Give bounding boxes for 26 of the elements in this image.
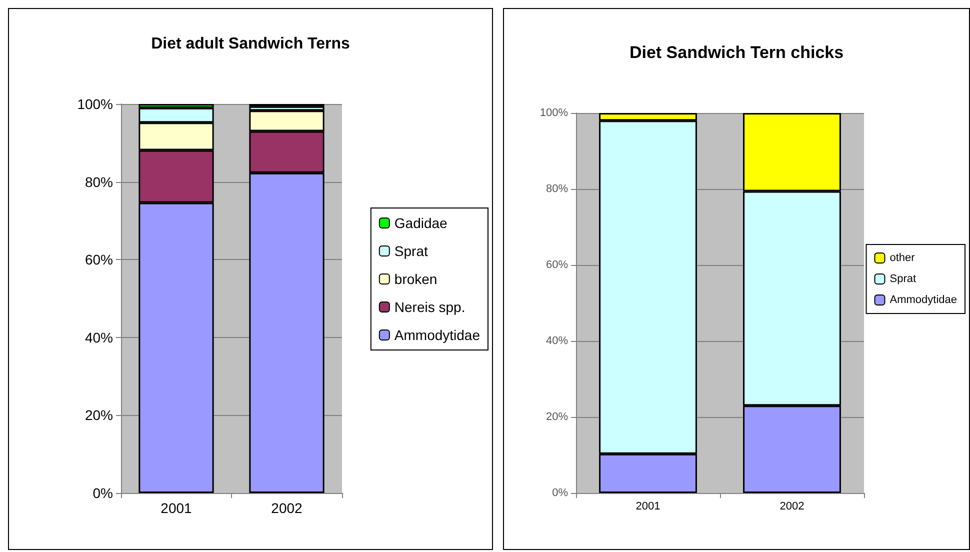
y-tick-label: 100% [77,96,113,112]
y-tick-label: 60% [84,252,113,268]
y-tick-label: 60% [546,259,568,271]
legend-label: Ammodytidae [890,294,958,306]
legend-label: Gadidae [394,215,448,231]
y-tick-label: 20% [546,411,568,423]
legend-label: Ammodytidae [394,327,480,343]
y-tick-label: 20% [84,407,113,424]
chart-title: Diet Sandwich Tern chicks [629,43,844,62]
legend-label: broken [394,271,438,287]
legend-label: other [890,252,916,264]
x-tick-label: 2001 [160,500,192,516]
x-tick-label: 2002 [780,500,804,512]
y-tick-label: 100% [540,107,568,119]
y-tick-label: 80% [84,174,113,190]
y-tick-label: 40% [546,335,568,347]
chart-title: Diet adult Sandwich Terns [151,36,350,52]
y-tick-label: 0% [552,487,568,499]
y-tick-label: 0% [92,485,113,501]
y-tick-label: 40% [84,329,113,346]
legend-label: Sprat [890,273,916,285]
x-tick-label: 2002 [271,500,303,516]
legend-label: Sprat [394,243,428,259]
y-tick-label: 80% [546,183,568,195]
x-tick-label: 2001 [636,500,660,512]
legend-label: Nereis spp. [394,299,466,315]
